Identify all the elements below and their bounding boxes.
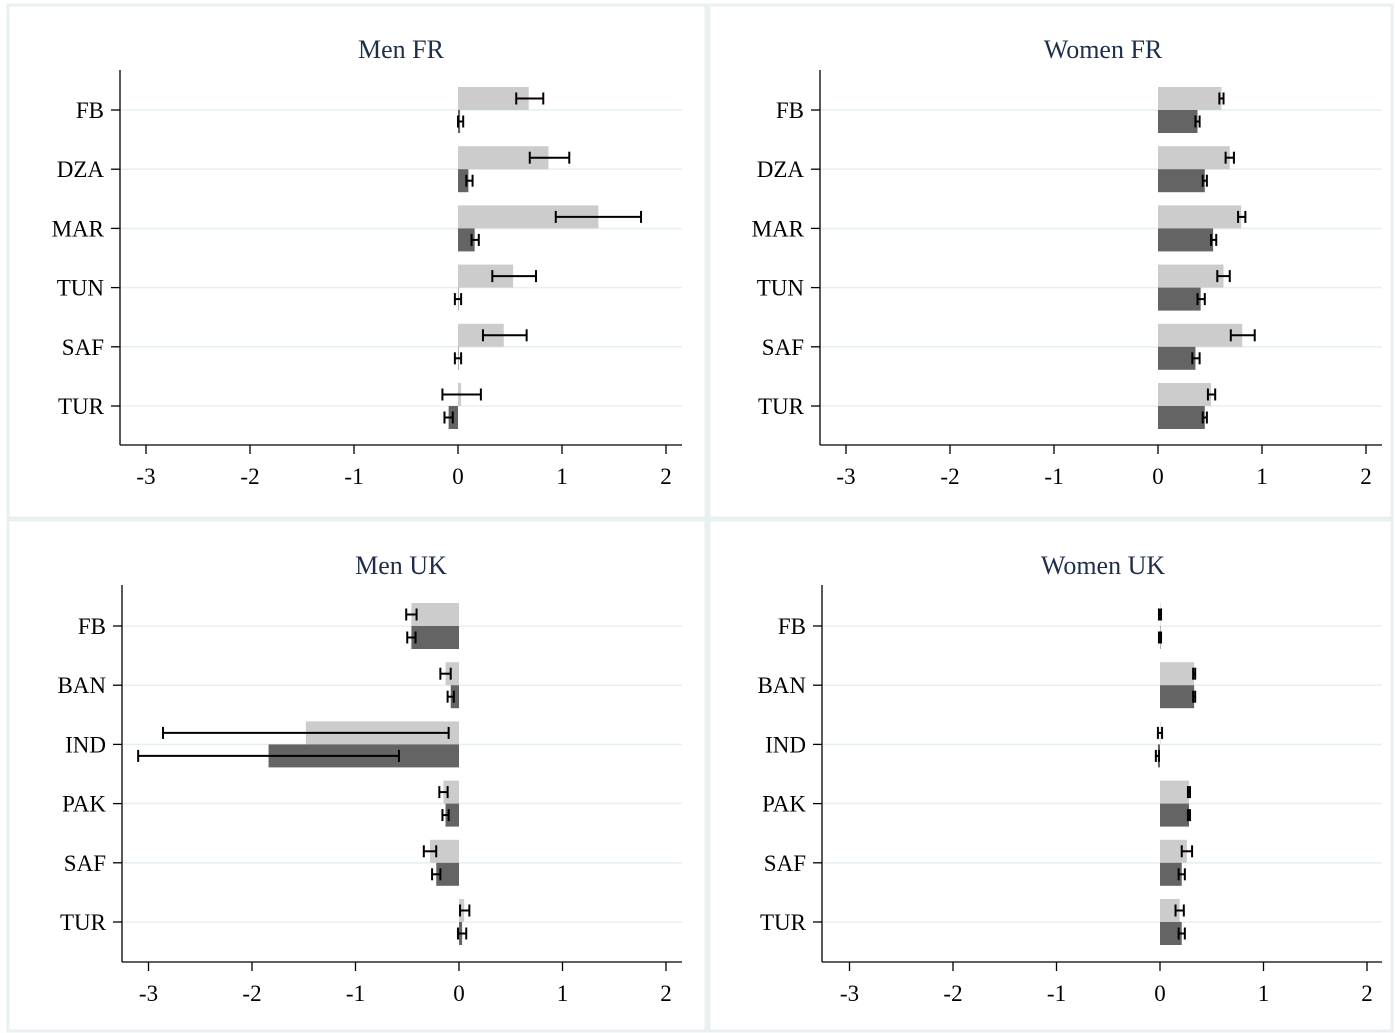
bar-saf-series2: [436, 862, 459, 886]
bar-fb-series1: [458, 87, 529, 110]
y-tick-label: SAF: [64, 851, 106, 876]
y-tick-label: PAK: [62, 792, 106, 817]
x-tick-label: 2: [660, 981, 672, 1006]
x-tick-label: 0: [1152, 464, 1164, 489]
y-tick-label: TUR: [58, 394, 105, 419]
y-tick-label: TUR: [760, 910, 807, 935]
chart-title: Women UK: [1041, 551, 1165, 580]
y-tick-label: FB: [776, 98, 804, 123]
y-tick-label: MAR: [752, 216, 805, 241]
y-tick-label: BAN: [757, 673, 806, 698]
x-tick-label: 1: [557, 981, 569, 1006]
bar-saf-series2: [1158, 346, 1196, 370]
bar-tun-series1: [458, 264, 514, 288]
bar-pak-series1: [1160, 780, 1189, 804]
bar-ban-series2: [450, 685, 459, 709]
y-tick-label: BAN: [57, 673, 106, 698]
bar-fb-series1: [1158, 87, 1222, 110]
bar-pak-series2: [1160, 803, 1189, 827]
bar-fb-series1: [411, 603, 459, 626]
y-tick-label: SAF: [764, 851, 806, 876]
y-tick-label: SAF: [762, 335, 804, 360]
y-tick-label: IND: [65, 732, 106, 757]
x-tick-label: 0: [1154, 981, 1166, 1006]
x-tick-label: -1: [1044, 464, 1063, 489]
bar-saf-series2: [1160, 862, 1182, 886]
y-tick-label: TUN: [57, 276, 105, 301]
x-tick-label: -2: [943, 981, 962, 1006]
bar-mar-series2: [458, 228, 475, 252]
y-tick-label: SAF: [62, 335, 104, 360]
x-tick-label: -2: [940, 464, 959, 489]
x-tick-label: -1: [344, 464, 363, 489]
x-tick-label: 2: [660, 464, 672, 489]
x-tick-label: -2: [242, 981, 261, 1006]
y-tick-label: FB: [778, 614, 806, 639]
chart-panel-3: Women UK FB BAN IND PAK SAF TUR -3 -2 -1 0 1 2: [707, 518, 1394, 1033]
x-tick-label: -3: [136, 464, 155, 489]
chart-panel-0: Men FR FB DZA MAR TUN SAF TUR -3 -2 -1 0 1 2: [6, 3, 708, 520]
bar-dza-series1: [1158, 146, 1230, 170]
bar-dza-series2: [458, 169, 469, 193]
y-tick-label: FB: [78, 614, 106, 639]
y-tick-label: DZA: [757, 157, 805, 182]
x-tick-label: -2: [240, 464, 259, 489]
bar-saf-series1: [458, 323, 504, 347]
bar-ban-series2: [1160, 685, 1195, 709]
y-tick-label: MAR: [52, 216, 105, 241]
bar-tur-series2: [1160, 922, 1182, 945]
panel-background: [6, 518, 708, 1033]
bar-tun-series2: [1158, 287, 1201, 311]
bar-mar-series1: [1158, 205, 1242, 229]
y-tick-label: PAK: [762, 792, 806, 817]
chart-panel-1: Women FR FB DZA MAR TUN SAF TUR -3 -2 -1 0 1 2: [707, 3, 1394, 520]
bar-tur-series2: [1158, 406, 1205, 429]
y-tick-label: DZA: [57, 157, 105, 182]
bar-fb-series2: [411, 626, 459, 649]
panel-background: [707, 3, 1394, 520]
bar-tun-series1: [1158, 264, 1224, 288]
bar-mar-series2: [1158, 228, 1214, 252]
y-tick-label: FB: [76, 98, 104, 123]
panel-background: [6, 3, 708, 520]
panel-background: [707, 518, 1394, 1033]
bar-saf-series1: [1160, 839, 1187, 863]
bar-saf-series1: [430, 839, 459, 863]
bar-mar-series1: [458, 205, 599, 229]
bar-dza-series1: [458, 146, 549, 170]
bar-saf-series1: [1158, 323, 1243, 347]
bar-ban-series1: [445, 662, 459, 686]
x-tick-label: -3: [836, 464, 855, 489]
x-tick-label: -1: [346, 981, 365, 1006]
x-tick-label: -1: [1047, 981, 1066, 1006]
x-tick-label: 1: [1258, 981, 1270, 1006]
bar-dza-series2: [1158, 169, 1205, 193]
y-tick-label: TUR: [60, 910, 107, 935]
bar-ban-series1: [1160, 662, 1195, 686]
x-tick-label: -3: [139, 981, 158, 1006]
x-tick-label: 0: [452, 464, 464, 489]
y-tick-label: IND: [765, 732, 806, 757]
chart-panel-2: Men UK FB BAN IND PAK SAF TUR -3 -2 -1 0 1 2: [6, 518, 708, 1033]
chart-title: Men UK: [355, 551, 447, 580]
x-tick-label: 2: [1361, 981, 1373, 1006]
bar-fb-series2: [1158, 110, 1198, 133]
bar-tur-series1: [1158, 383, 1212, 406]
x-tick-label: 1: [556, 464, 568, 489]
chart-title: Men FR: [358, 35, 445, 64]
y-tick-label: TUR: [758, 394, 805, 419]
x-tick-label: 0: [453, 981, 465, 1006]
x-tick-label: 1: [1256, 464, 1268, 489]
chart-title: Women FR: [1044, 35, 1163, 64]
y-tick-label: TUN: [757, 276, 805, 301]
x-tick-label: 2: [1360, 464, 1372, 489]
x-tick-label: -3: [840, 981, 859, 1006]
